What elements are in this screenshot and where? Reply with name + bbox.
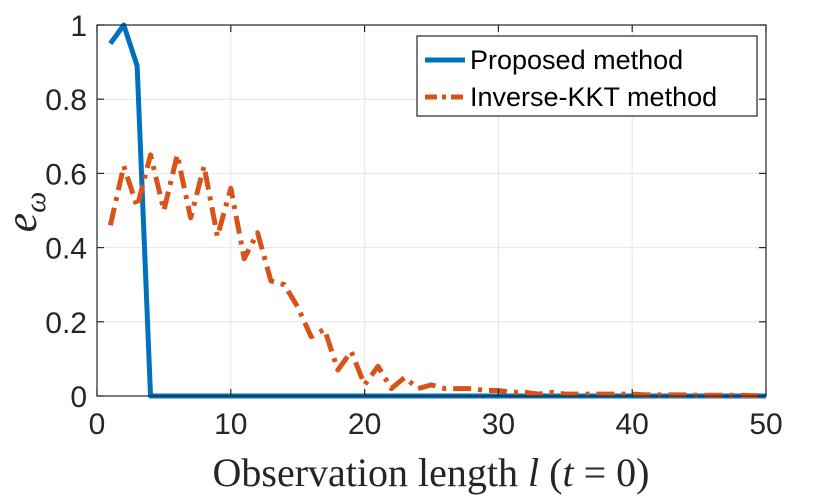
legend-label-proposed: Proposed method xyxy=(470,45,683,75)
x-tick-label-2: 20 xyxy=(348,408,381,441)
x-tick-label-1: 10 xyxy=(214,408,247,441)
y-axis-label-subscript: ω xyxy=(19,192,52,213)
y-tick-label-5: 1 xyxy=(70,10,87,43)
x-axis-label: Observation length l (t = 0) xyxy=(213,450,650,495)
x-axis-label-prefix: Observation length xyxy=(213,450,529,495)
x-axis-label-eq: = 0) xyxy=(574,450,650,495)
x-axis-label-var: l xyxy=(528,450,539,495)
x-tick-label-5: 50 xyxy=(749,408,782,441)
y-tick-label-1: 0.2 xyxy=(45,307,87,340)
x-tick-label-4: 40 xyxy=(616,408,649,441)
ticks: 0 10 20 30 40 50 0 0.2 0.4 0.6 0.8 1 xyxy=(45,10,782,441)
x-axis-label-var2: t xyxy=(562,450,574,495)
legend-box xyxy=(416,35,758,117)
y-tick-label-4: 0.8 xyxy=(45,84,87,117)
y-tick-label-0: 0 xyxy=(70,381,87,414)
y-tick-label-3: 0.6 xyxy=(45,158,87,191)
x-tick-label-3: 30 xyxy=(482,408,515,441)
y-axis-label-base: e xyxy=(0,213,46,233)
x-tick-label-0: 0 xyxy=(89,408,106,441)
x-axis-label-suffix: ( xyxy=(539,450,562,495)
legend: Proposed method Inverse-KKT method xyxy=(416,35,758,117)
series-line-1 xyxy=(107,152,766,399)
legend-label-inverse-kkt: Inverse-KKT method xyxy=(470,82,717,112)
y-axis-label: eω xyxy=(0,192,52,233)
plot-frame xyxy=(96,24,767,397)
y-tick-label-2: 0.4 xyxy=(45,233,87,266)
